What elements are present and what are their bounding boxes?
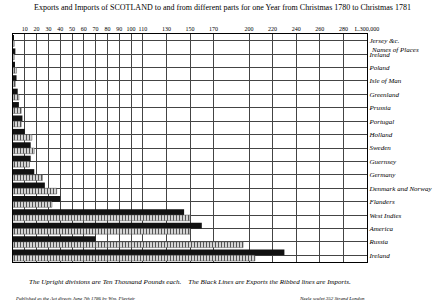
svg-text:Jersey &c.: Jersey &c. <box>369 37 399 45</box>
svg-text:Portugal: Portugal <box>368 118 394 126</box>
svg-text:Holland: Holland <box>368 131 392 139</box>
svg-text:Names of Places: Names of Places <box>371 46 419 54</box>
svg-text:30: 30 <box>45 26 51 32</box>
svg-text:Isle of Man: Isle of Man <box>368 77 401 85</box>
svg-text:Guernsey: Guernsey <box>369 158 397 166</box>
svg-text:220: 220 <box>268 26 277 32</box>
svg-text:90: 90 <box>116 26 122 32</box>
svg-text:Sweden: Sweden <box>369 144 391 152</box>
svg-text:Published as the Act directs J: Published as the Act directs June 7th 17… <box>15 296 135 300</box>
svg-text:80: 80 <box>104 26 110 32</box>
svg-text:60: 60 <box>81 26 87 32</box>
svg-text:40: 40 <box>57 26 63 32</box>
svg-text:280: 280 <box>339 26 348 32</box>
svg-text:240: 240 <box>292 26 301 32</box>
svg-text:Ireland: Ireland <box>368 51 390 59</box>
svg-text:150: 150 <box>186 26 195 32</box>
svg-text:Greenland: Greenland <box>369 91 399 99</box>
svg-text:Neele sculpt 352 Strand London: Neele sculpt 352 Strand London <box>299 296 365 300</box>
svg-text:100: 100 <box>127 26 136 32</box>
svg-text:Ireland: Ireland <box>368 252 390 260</box>
svg-text:Poland: Poland <box>368 64 390 72</box>
svg-text:West Indies: West Indies <box>369 212 401 220</box>
svg-text:70: 70 <box>93 26 99 32</box>
svg-text:Germany: Germany <box>369 171 396 179</box>
svg-text:130: 130 <box>162 26 171 32</box>
svg-text:Flanders: Flanders <box>368 198 395 206</box>
svg-text:20: 20 <box>34 26 40 32</box>
svg-text:Prussia: Prussia <box>368 104 391 112</box>
svg-text:10: 10 <box>22 26 28 32</box>
svg-text:50: 50 <box>69 26 75 32</box>
svg-text:260: 260 <box>315 26 324 32</box>
svg-text:L.300,000: L.300,000 <box>355 26 380 32</box>
svg-text:110: 110 <box>138 26 147 32</box>
svg-text:The Upright divisions are Ten: The Upright divisions are Ten Thousand P… <box>29 278 351 286</box>
svg-text:Denmark and Norway: Denmark and Norway <box>368 185 432 193</box>
svg-text:170: 170 <box>209 26 218 32</box>
svg-text:Russia: Russia <box>368 238 388 246</box>
svg-text:200: 200 <box>245 26 254 32</box>
svg-text:America: America <box>368 225 393 233</box>
svg-text:Exports and Imports of SCOTLAN: Exports and Imports of SCOTLAND to and f… <box>34 3 411 12</box>
